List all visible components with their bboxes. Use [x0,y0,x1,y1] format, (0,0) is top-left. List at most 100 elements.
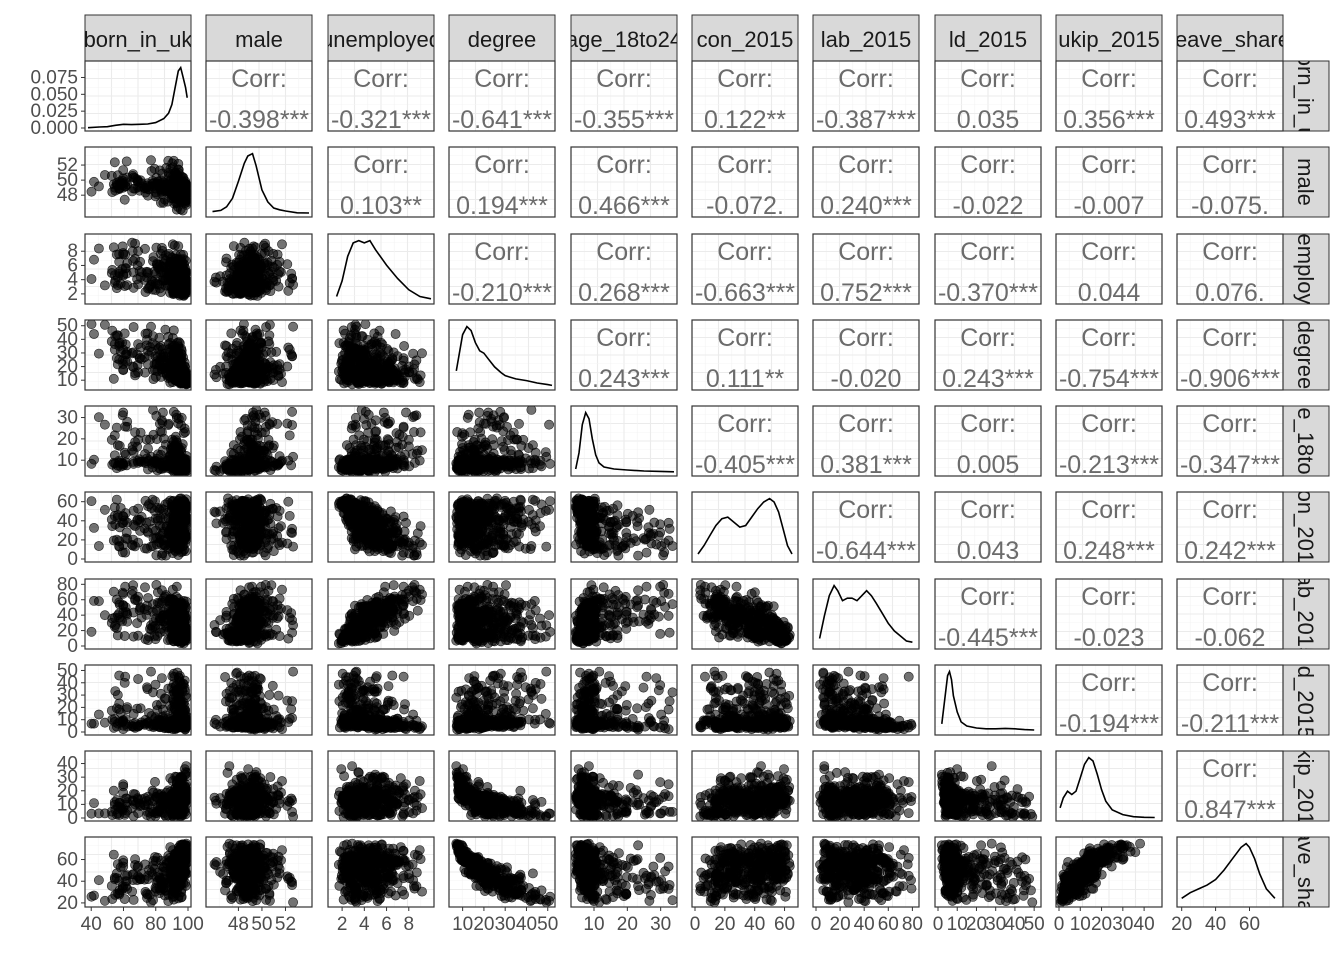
scatter-point [114,440,125,451]
scatter-point [117,410,128,421]
density-curve-degree [455,325,553,387]
strip-top-born_in_uk: born_in_uk [84,14,194,62]
strip-label-top: ukip_2015 [1058,27,1160,52]
scatter-point [388,347,399,358]
strip-label-right: ld_2015 [1293,661,1318,739]
scatter-point [274,505,285,516]
corr-value: -0.387*** [816,106,916,134]
corr-label: Corr: [717,238,773,266]
panel-unemployed-lab_2015: Corr:0.752*** [812,233,920,305]
scatter-point [215,361,226,372]
scatter-point [111,494,122,505]
scatter-point [268,526,279,537]
strip-top-ld_2015: ld_2015 [934,14,1042,62]
strip-top-leave_share: leave_share [1176,14,1284,62]
panel-con_2015-born_in_uk [84,491,192,563]
scatter-point [371,426,382,437]
corr-label: Corr: [838,238,894,266]
scatter-point [146,321,156,332]
corr-label: Corr: [1081,238,1137,266]
scatter-point [475,427,486,437]
corr-label: Corr: [596,238,652,266]
scatter-point [374,325,385,336]
panel-born_in_uk-con_2015: Corr:0.122** [691,60,799,132]
scatter-point [256,427,267,438]
scatter-point [256,272,267,283]
scatter-point [472,440,483,451]
strip-right-con_2015: con_2015 [1282,479,1330,576]
corr-value: -0.210*** [452,279,552,307]
scatter-point [518,434,529,445]
scatter-point [152,459,163,470]
scatter-point [383,375,393,386]
panel-age_18to24-ld_2015: Corr:0.005 [934,405,1042,477]
scatter-point [393,442,404,453]
scatter-point [108,242,119,253]
strip-label-top: male [235,27,283,52]
panel-con_2015-unemployed [327,491,435,563]
corr-label: Corr: [474,238,530,266]
scatter-point [407,449,418,459]
scatter-point [493,459,504,470]
panel-degree-ld_2015: Corr:0.243*** [934,319,1042,391]
scatter-point [244,266,255,277]
scatter-point [227,279,238,290]
panel-male-ld_2015: Corr:-0.022 [934,146,1042,218]
panel-degree-leave_share: Corr:-0.906*** [1176,319,1284,391]
corr-label: Corr: [838,151,894,179]
scatter-point [174,273,185,283]
scatter-point [114,266,125,277]
scatter-point [227,532,238,542]
scatter-point [147,338,158,349]
scatter-point [351,465,362,476]
scatter-point [277,239,287,250]
strip-label-top: born_in_uk [84,27,194,52]
scatter-point [154,531,165,541]
scatter-point [288,321,298,332]
scatter-point [227,544,238,555]
scatter-point [251,440,262,451]
strip-label-right: con_2015 [1293,479,1318,576]
scatter-point [143,267,153,277]
scatter-point [525,455,536,466]
scatter-point [135,272,146,283]
density-curve-age_18to24 [574,410,675,473]
corr-label: Corr: [838,65,894,93]
panel-age_18to24-male [205,405,313,477]
scatter-point [215,271,226,282]
scatter-point [119,194,130,205]
scatter-point [399,461,410,472]
strip-right-age_18to24: age_18to24 [1282,405,1330,477]
corr-label: Corr: [353,65,409,93]
scatter-point [505,445,516,456]
panel-unemployed-leave_share: Corr:0.076. [1176,233,1284,305]
scatter-point [100,320,110,330]
scatter-point [132,260,143,271]
scatter-point [502,421,512,432]
corr-label: Corr: [596,151,652,179]
panel-age_18to24-born_in_uk [84,405,192,477]
panel-degree-con_2015: Corr:0.111** [691,319,799,391]
scatter-point [163,418,174,429]
corr-label: Corr: [1081,410,1137,438]
scatter-point [483,407,494,418]
scatter-point [178,183,189,194]
scatter-point [177,363,188,373]
scatter-point [545,458,555,469]
scatter-point [108,535,119,546]
corr-value: 0.243*** [578,365,670,393]
scatter-point [457,428,468,439]
corr-value: -0.641*** [452,106,552,134]
scatter-point [256,287,267,298]
scatter-point [154,165,165,176]
scatter-point [403,434,414,445]
scatter-point [152,515,163,526]
scatter-point [254,262,265,273]
scatter-point [156,550,167,561]
panel-born_in_uk-ld_2015: Corr:0.035 [934,60,1042,132]
scatter-point [146,155,156,166]
strip-label-top: con_2015 [697,27,794,52]
scatter-point [224,510,235,520]
scatter-point [107,325,118,336]
scatter-point [122,421,133,432]
